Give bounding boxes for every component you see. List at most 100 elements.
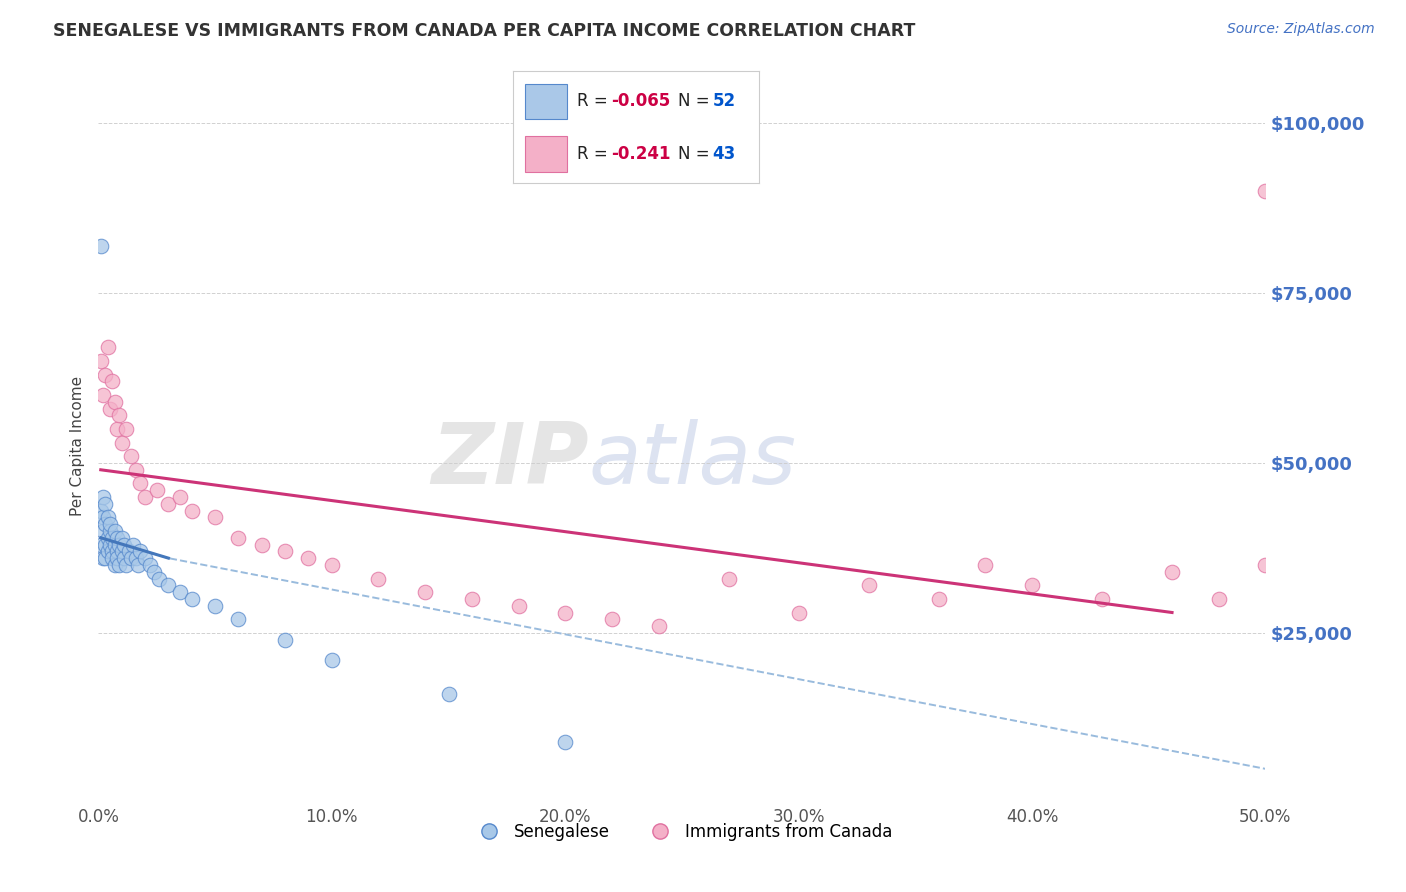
Point — [787, 606, 810, 620]
Text: 43: 43 — [713, 145, 735, 163]
Point — [115, 558, 138, 572]
Point — [169, 585, 191, 599]
Point — [461, 591, 484, 606]
Point — [554, 606, 576, 620]
Point — [125, 551, 148, 566]
Text: Source: ZipAtlas.com: Source: ZipAtlas.com — [1227, 22, 1375, 37]
Point — [105, 551, 128, 566]
Text: 52: 52 — [713, 93, 735, 111]
Point — [148, 572, 170, 586]
Bar — [526, 84, 567, 120]
Point — [717, 572, 740, 586]
Point — [108, 537, 131, 551]
Point — [600, 612, 623, 626]
Text: N =: N = — [678, 93, 714, 111]
Point — [321, 653, 343, 667]
Point — [204, 510, 226, 524]
Point — [974, 558, 997, 572]
Legend: Senegalese, Immigrants from Canada: Senegalese, Immigrants from Canada — [465, 817, 898, 848]
Point — [105, 422, 128, 436]
Text: -0.241: -0.241 — [612, 145, 671, 163]
Point — [274, 632, 297, 647]
Point — [97, 510, 120, 524]
Point — [98, 537, 121, 551]
Point — [1254, 558, 1277, 572]
Text: ZIP: ZIP — [430, 418, 589, 502]
Point — [169, 490, 191, 504]
Point — [98, 517, 121, 532]
Point — [101, 551, 124, 566]
Point — [91, 551, 114, 566]
Point — [112, 551, 135, 566]
Point — [97, 531, 120, 545]
Point — [111, 531, 134, 545]
Point — [97, 544, 120, 558]
Point — [157, 497, 180, 511]
Point — [108, 409, 131, 423]
Bar — [526, 136, 567, 171]
Point — [111, 544, 134, 558]
Point — [98, 524, 121, 538]
Point — [437, 687, 460, 701]
Point — [104, 394, 127, 409]
Point — [112, 537, 135, 551]
Y-axis label: Per Capita Income: Per Capita Income — [70, 376, 86, 516]
Point — [250, 537, 273, 551]
Point — [228, 612, 250, 626]
Point — [413, 585, 436, 599]
Point — [104, 558, 127, 572]
Point — [115, 422, 138, 436]
Point — [554, 734, 576, 748]
Point — [180, 591, 202, 606]
Point — [139, 558, 162, 572]
Point — [91, 524, 114, 538]
Point — [647, 619, 669, 633]
Point — [101, 544, 124, 558]
Point — [204, 599, 226, 613]
Point — [129, 544, 152, 558]
Point — [91, 510, 114, 524]
Point — [101, 375, 124, 389]
Point — [321, 558, 343, 572]
Point — [134, 490, 156, 504]
Point — [90, 537, 112, 551]
Point — [122, 537, 145, 551]
Point — [928, 591, 950, 606]
Point — [118, 544, 141, 558]
Point — [98, 401, 121, 416]
Point — [1208, 591, 1230, 606]
Point — [94, 551, 117, 566]
Text: N =: N = — [678, 145, 714, 163]
Point — [94, 497, 117, 511]
Point — [367, 572, 389, 586]
Point — [120, 551, 142, 566]
Point — [297, 551, 319, 566]
Text: R =: R = — [578, 145, 613, 163]
Point — [1254, 184, 1277, 198]
Text: R =: R = — [578, 93, 613, 111]
Text: -0.065: -0.065 — [612, 93, 671, 111]
Point — [90, 354, 112, 368]
Point — [1161, 565, 1184, 579]
Point — [104, 524, 127, 538]
Point — [157, 578, 180, 592]
Point — [94, 517, 117, 532]
Point — [143, 565, 166, 579]
Point — [125, 463, 148, 477]
Point — [94, 368, 117, 382]
Point — [90, 238, 112, 252]
Point — [101, 531, 124, 545]
Point — [111, 435, 134, 450]
Point — [1091, 591, 1114, 606]
Point — [508, 599, 530, 613]
Point — [274, 544, 297, 558]
Point — [105, 531, 128, 545]
Text: atlas: atlas — [589, 418, 797, 502]
Text: SENEGALESE VS IMMIGRANTS FROM CANADA PER CAPITA INCOME CORRELATION CHART: SENEGALESE VS IMMIGRANTS FROM CANADA PER… — [53, 22, 915, 40]
Point — [91, 490, 114, 504]
Point — [105, 544, 128, 558]
Point — [858, 578, 880, 592]
Point — [104, 537, 127, 551]
Point — [120, 449, 142, 463]
Point — [228, 531, 250, 545]
